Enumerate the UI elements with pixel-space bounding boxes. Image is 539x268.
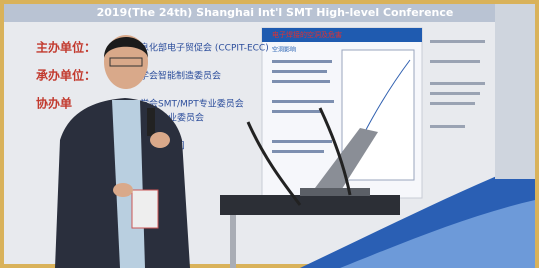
banner-text: 息化部电子贸促会 (CCPIT-ECC) bbox=[140, 42, 269, 54]
table bbox=[220, 195, 400, 215]
handheld-mic bbox=[147, 108, 155, 136]
banner-label: 主办单位： bbox=[36, 40, 96, 55]
table-leg bbox=[230, 215, 236, 268]
person-hand bbox=[113, 183, 133, 197]
photo: 2019(The 24th) Shanghai Int'l SMT High-l… bbox=[0, 0, 539, 268]
banner-title: 2019(The 24th) Shanghai Int'l SMT High-l… bbox=[97, 6, 454, 19]
person-hand bbox=[150, 132, 170, 148]
slide-heading: 空洞影响 bbox=[272, 46, 296, 54]
name-badge bbox=[132, 190, 158, 228]
slide-title: 电子焊接的空洞及危害 bbox=[272, 30, 342, 39]
laptop-base bbox=[300, 188, 370, 196]
wall-right bbox=[495, 4, 535, 179]
banner-label: 承办单位： bbox=[36, 68, 96, 83]
banner-text: 学会智能制造委员会 bbox=[140, 70, 221, 82]
banner-label: 协办单 bbox=[36, 96, 72, 111]
